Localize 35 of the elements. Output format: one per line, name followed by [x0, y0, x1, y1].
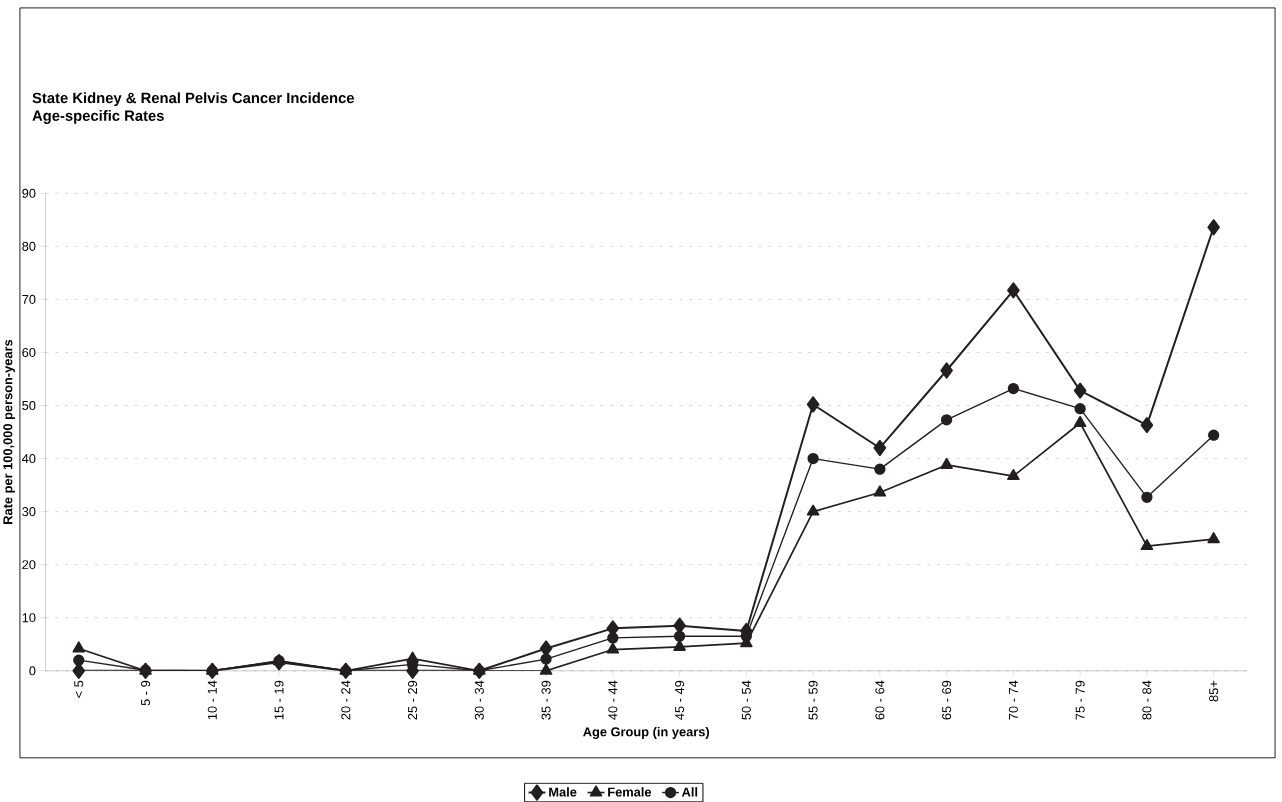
legend-label: Male [549, 786, 577, 797]
y-tick-label: 80 [22, 241, 36, 251]
y-tick-label: 50 [22, 400, 36, 410]
x-tick-label: 70 - 74 [1008, 680, 1018, 720]
x-tick-label: 5 - 9 [140, 680, 151, 706]
x-tick-label: 25 - 29 [408, 680, 418, 720]
y-tick-label: 0 [29, 666, 36, 676]
x-tick-label: 40 - 44 [608, 680, 618, 720]
x-tick-label: 10 - 14 [207, 680, 217, 719]
x-tick-label: < 5 [74, 680, 84, 698]
x-tick-label: 65 - 69 [942, 680, 952, 720]
y-tick-label: 20 [22, 559, 36, 570]
legend-label: Female [608, 786, 652, 797]
y-tick-label: 70 [22, 294, 36, 304]
x-tick-label: 50 - 54 [741, 680, 751, 720]
x-tick-label: 20 - 24 [341, 680, 351, 720]
x-tick-label: 60 - 64 [875, 680, 885, 720]
x-tick-label: 45 - 49 [675, 680, 685, 720]
legend-label: All [681, 786, 698, 797]
y-axis-title: Rate per 100,000 person-years [3, 339, 15, 524]
x-tick-label: 30 - 34 [474, 680, 484, 720]
x-tick-label: 55 - 59 [808, 680, 818, 720]
x-tick-label: 85+ [1209, 680, 1219, 702]
chart-subtitle: Age-specific Rates [32, 109, 164, 124]
y-tick-label: 90 [22, 188, 36, 198]
x-tick-label: 15 - 19 [274, 680, 284, 719]
x-tick-label: 35 - 39 [541, 680, 551, 720]
chart-title: State Kidney & Renal Pelvis Cancer Incidence [32, 92, 355, 106]
x-tick-label: 75 - 79 [1075, 680, 1085, 720]
y-tick-label: 30 [22, 506, 36, 516]
y-tick-label: 10 [22, 613, 36, 623]
y-tick-label: 60 [22, 347, 36, 357]
y-tick-label: 40 [21, 453, 36, 463]
x-axis-title: Age Group (in years) [583, 726, 710, 739]
x-tick-label: 80 - 84 [1142, 680, 1152, 720]
